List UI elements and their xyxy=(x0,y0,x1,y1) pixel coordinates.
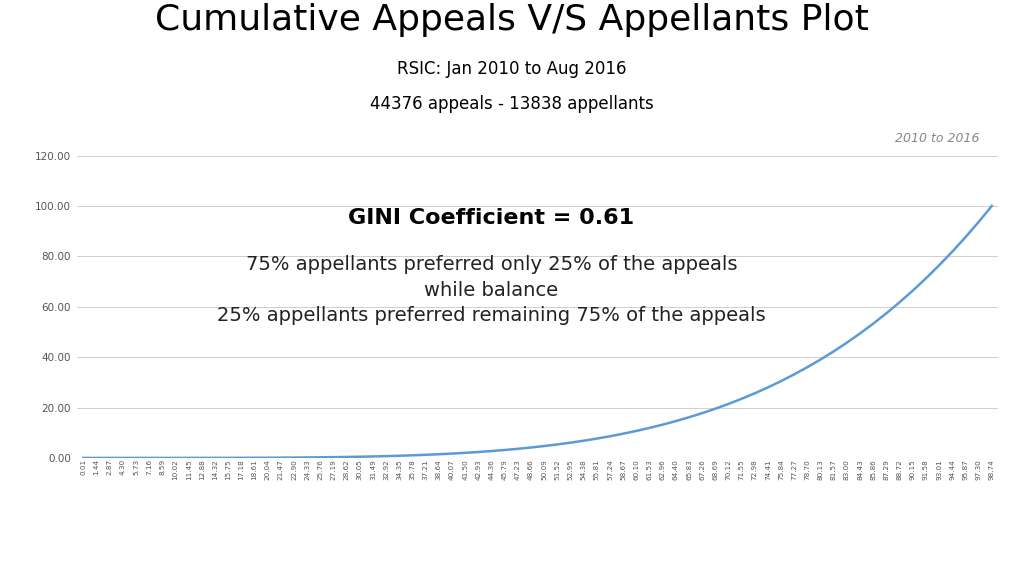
Text: Cumulative Appeals V/S Appellants Plot: Cumulative Appeals V/S Appellants Plot xyxy=(155,3,869,37)
Text: 25% appellants preferred remaining 75% of the appeals: 25% appellants preferred remaining 75% o… xyxy=(217,306,766,325)
Text: RSIC: Jan 2010 to Aug 2016: RSIC: Jan 2010 to Aug 2016 xyxy=(397,60,627,78)
Text: 75% appellants preferred only 25% of the appeals: 75% appellants preferred only 25% of the… xyxy=(246,255,737,274)
Text: 44376 appeals - 13838 appellants: 44376 appeals - 13838 appellants xyxy=(370,95,654,113)
Text: 2010 to 2016: 2010 to 2016 xyxy=(895,132,980,145)
Text: GINI Coefficient = 0.61: GINI Coefficient = 0.61 xyxy=(348,207,635,228)
Text: while balance: while balance xyxy=(425,281,558,300)
